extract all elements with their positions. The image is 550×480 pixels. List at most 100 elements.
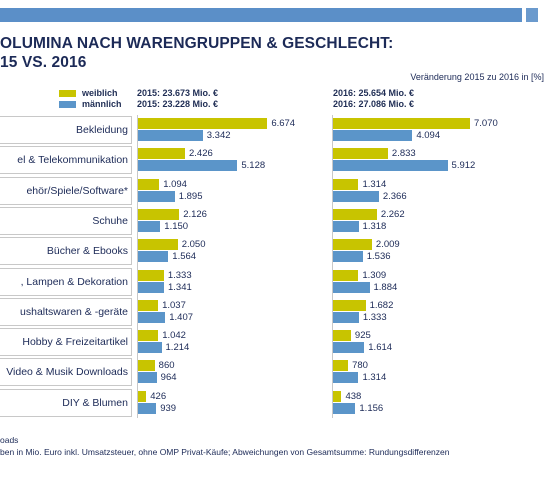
bar-2015-female — [138, 299, 159, 311]
panel-2016-axis — [332, 115, 333, 418]
value-label-2016-male: 1.333 — [362, 311, 387, 323]
footnote-source: oads — [0, 435, 19, 445]
value-label-2015-female: 6.674 — [271, 118, 296, 129]
legend-male: männlich — [59, 99, 122, 109]
value-label-2015-male: 1.341 — [167, 281, 192, 293]
category-row-frame — [0, 146, 132, 175]
bar-2016-female — [333, 360, 349, 372]
bar-2015-female — [138, 178, 160, 190]
chart-title: OLUMINA NACH WARENGRUPPEN & GESCHLECHT: … — [0, 34, 540, 72]
bar-2015-female — [138, 118, 268, 129]
value-label-2015-female: 2.050 — [181, 239, 206, 251]
bar-2015-male — [138, 372, 157, 384]
bar-2016-female — [333, 208, 377, 220]
value-label-2016-female: 780 — [352, 360, 368, 372]
value-label-2016-female: 1.682 — [369, 299, 394, 311]
bar-2016-male — [333, 372, 359, 384]
legend-female-label: weiblich — [82, 88, 118, 98]
category-label: el & Telekommunikation — [17, 154, 128, 167]
category-row-frame — [0, 267, 132, 296]
bar-2015-male — [138, 342, 162, 354]
legend-female-swatch — [59, 89, 76, 97]
value-label-2015-male: 939 — [160, 402, 177, 414]
value-label-2015-female: 2.126 — [183, 208, 207, 220]
bar-2016-male — [333, 311, 359, 323]
period-2016-female-total: 2016: 25.654 Mio. € — [333, 88, 415, 98]
bar-2015-male — [138, 190, 175, 202]
value-label-2016-male: 1.614 — [368, 342, 393, 354]
bar-2015-female — [138, 330, 159, 342]
bar-2016-male — [333, 220, 359, 232]
bar-2015-male — [138, 281, 164, 293]
bar-2015-female — [138, 390, 147, 402]
value-label-2015-female: 2.426 — [189, 148, 213, 160]
footnote-units: ben in Mio. Euro inkl. Umsatzsteuer, ohn… — [0, 447, 450, 457]
legend-male-swatch — [59, 100, 76, 108]
bar-2015-male — [138, 311, 166, 323]
value-label-2016-male: 1.536 — [366, 251, 391, 263]
period-2015-male-total: 2015: 23.228 Mio. € — [137, 99, 219, 109]
value-label-2015-male: 1.407 — [169, 311, 194, 323]
bar-2016-female — [333, 390, 342, 402]
chart-title-line-1: OLUMINA NACH WARENGRUPPEN & GESCHLECHT: — [0, 35, 394, 52]
value-label-2016-female: 2.833 — [391, 148, 416, 160]
category-label: ushaltswaren & -geräte — [20, 305, 128, 318]
value-label-2016-female: 2.009 — [375, 239, 400, 251]
value-label-2015-female: 1.094 — [163, 178, 187, 190]
change-caption: Veränderung 2015 zu 2016 in [%] — [410, 72, 544, 82]
bar-2016-female — [333, 299, 366, 311]
value-label-2016-male: 1.156 — [359, 402, 384, 414]
period-2015-totals: 2015: 23.673 Mio. € 2015: 23.228 Mio. € — [137, 88, 218, 110]
category-row-frame — [0, 116, 132, 144]
category-label: Hobby & Freizeitartikel — [22, 336, 128, 349]
value-label-2015-female: 1.333 — [167, 269, 192, 281]
value-label-2015-female: 426 — [150, 390, 167, 402]
period-2015-female-total: 2015: 23.673 Mio. € — [137, 88, 219, 98]
bar-2016-male — [333, 281, 370, 293]
category-row-frame — [0, 176, 132, 205]
bar-2015-female — [138, 269, 164, 281]
value-label-2015-female: 1.042 — [162, 330, 186, 342]
value-label-2016-male: 1.884 — [373, 281, 398, 293]
bar-2016-male — [333, 160, 448, 172]
value-label-2015-male: 964 — [160, 372, 177, 384]
chart-title-line-2: 15 VS. 2016 — [0, 54, 87, 71]
bar-2015-male — [138, 220, 161, 232]
bar-2015-male — [138, 251, 169, 263]
bar-2016-female — [333, 178, 359, 190]
value-label-2016-male: 1.318 — [362, 220, 387, 232]
value-label-2016-female: 7.070 — [474, 118, 498, 129]
bar-2016-female — [333, 118, 470, 129]
value-label-2015-male: 1.895 — [178, 190, 203, 202]
value-label-2016-male: 5.912 — [451, 160, 476, 172]
value-label-2015-female: 1.037 — [162, 299, 186, 311]
category-label: Video & Musik Downloads — [6, 366, 128, 379]
category-label: Bücher & Ebooks — [46, 245, 128, 258]
bar-2015-male — [138, 402, 157, 414]
bar-2016-female — [333, 239, 372, 251]
value-label-2016-female: 1.309 — [362, 269, 387, 281]
bar-2016-male — [333, 190, 379, 202]
bar-2016-male — [333, 342, 365, 354]
bar-2016-female — [333, 269, 359, 281]
bar-2016-female — [333, 330, 351, 342]
bar-2015-female — [138, 360, 155, 372]
category-label: Bekleidung — [76, 124, 128, 136]
category-label: DIY & Blumen — [62, 396, 128, 409]
bar-2016-female — [333, 148, 388, 160]
period-2016-male-total: 2016: 27.086 Mio. € — [333, 99, 415, 109]
value-label-2016-female: 2.262 — [380, 208, 405, 220]
value-label-2016-female: 1.314 — [362, 178, 387, 190]
value-label-2016-female: 925 — [354, 330, 371, 342]
value-label-2015-male: 1.214 — [165, 342, 190, 354]
panel-2015-axis — [137, 115, 138, 418]
header-accent-bar — [0, 8, 538, 22]
value-label-2015-male: 3.342 — [206, 130, 231, 141]
legend-female: weiblich — [59, 88, 118, 98]
bar-2016-male — [333, 130, 413, 141]
bar-2015-male — [138, 130, 203, 141]
category-row-frame — [0, 328, 132, 357]
header-accent-bar-end — [526, 8, 538, 22]
category-label: , Lampen & Dekoration — [20, 275, 128, 288]
category-row-frame — [0, 358, 132, 387]
